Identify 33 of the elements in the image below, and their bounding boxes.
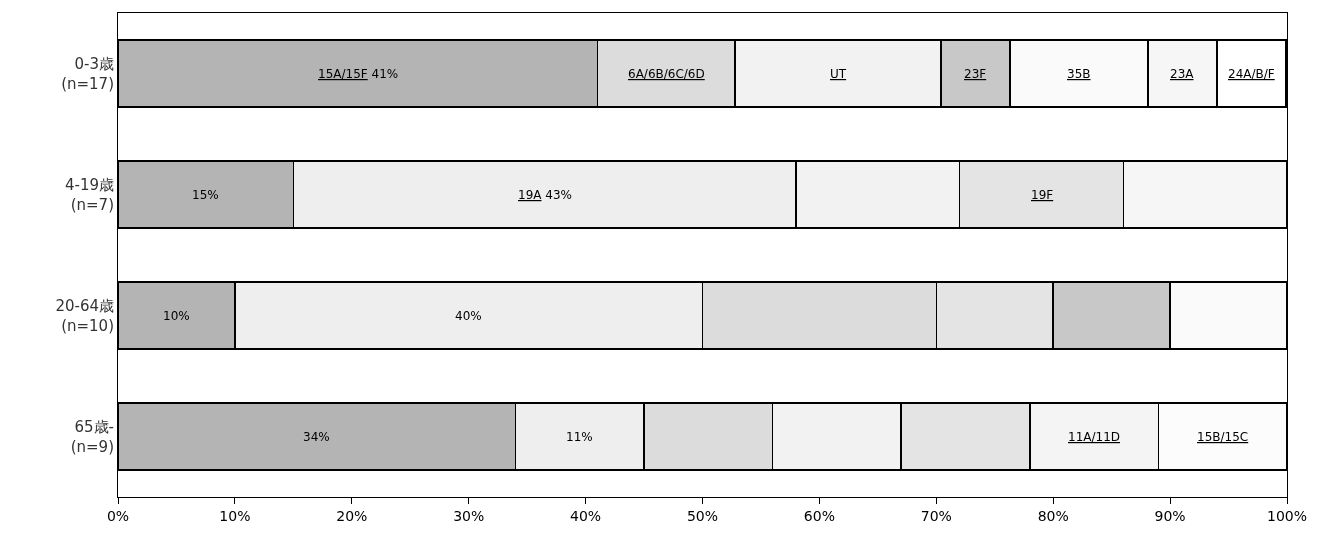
x-tick-label: 30%: [453, 507, 485, 524]
series-label: UT: [830, 67, 847, 81]
series-label: 23F: [964, 67, 987, 81]
x-tick-label: 10%: [219, 507, 251, 524]
x-tick-label: 20%: [336, 507, 368, 524]
y-tick-label: 4-19歳 (n=7): [64, 176, 114, 214]
data-label: 15%: [192, 188, 219, 202]
x-tick-label: 90%: [1154, 507, 1186, 524]
y-tick-label: 20-64歳 (n=10): [55, 297, 114, 335]
x-tick-label: 100%: [1266, 507, 1308, 524]
series-label: 15A/15F: [318, 67, 368, 81]
series-label: 23A: [1170, 67, 1195, 81]
series-label: 19A: [518, 188, 543, 202]
series-label: 35B: [1067, 67, 1091, 81]
series-label: 19F: [1031, 188, 1054, 202]
data-label: 40%: [455, 309, 482, 323]
series-label: 24A/B/F: [1228, 67, 1275, 81]
data-label: 43%: [545, 188, 572, 202]
x-tick-label: 0%: [106, 507, 130, 524]
series-label: 11A/11D: [1068, 430, 1121, 444]
data-label: 34%: [303, 430, 330, 444]
x-tick-label: 70%: [920, 507, 952, 524]
x-tick-label: 50%: [686, 507, 719, 524]
data-label: 10%: [163, 309, 190, 323]
series-label: 15B/15C: [1197, 430, 1249, 444]
x-tick-label: 40%: [570, 507, 602, 524]
x-tick-label: 60%: [803, 507, 835, 524]
y-tick-label: 0-3歳 (n=17): [61, 55, 114, 93]
series-label: 6A/6B/6C/6D: [628, 67, 705, 81]
data-label: 41%: [371, 67, 399, 81]
y-tick-label: 65歳- (n=9): [70, 418, 114, 456]
data-label: 11%: [566, 430, 593, 444]
x-tick-label: 80%: [1037, 507, 1069, 524]
